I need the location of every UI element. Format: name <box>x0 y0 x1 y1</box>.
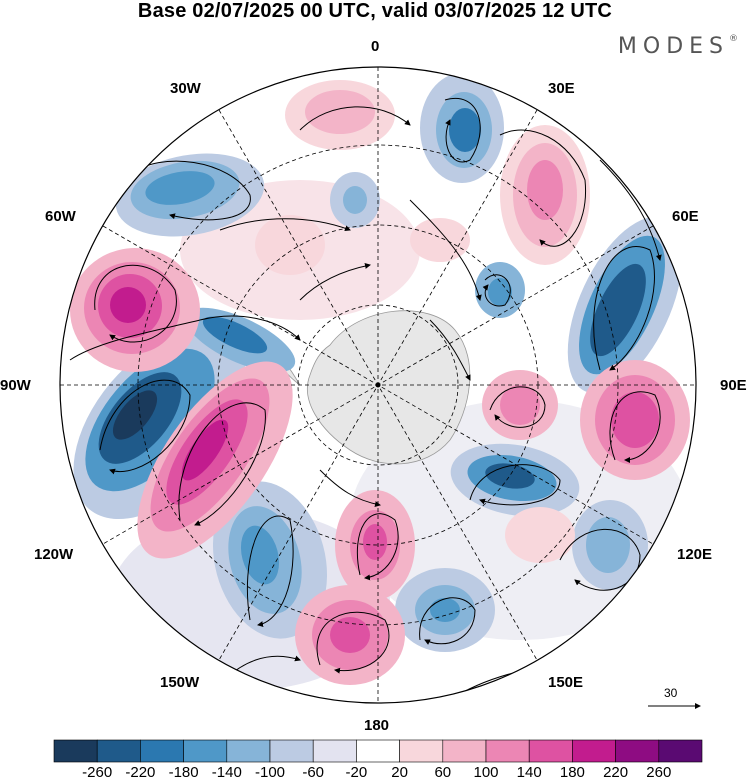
colorbar-swatch <box>183 739 228 763</box>
colorbar-swatch <box>226 739 271 763</box>
colorbar-tick-label: 60 <box>434 764 452 781</box>
colorbar-swatch <box>140 739 184 763</box>
colorbar-swatch <box>572 739 616 763</box>
colorbar-tick-label: -140 <box>211 764 242 781</box>
colorbar-swatch <box>442 739 487 763</box>
wind-streamlines <box>69 97 662 701</box>
anomaly-field <box>60 67 696 703</box>
colorbar-tick-label: 180 <box>559 764 585 781</box>
lon-label-180: 180 <box>364 717 390 734</box>
lon-label-90e: 90E <box>720 377 747 394</box>
colorbar-swatch <box>269 739 314 763</box>
colorbar-tick-label: 100 <box>473 764 499 781</box>
colorbar <box>53 739 703 763</box>
colorbar-tick-label: 20 <box>391 764 408 781</box>
map-title: Base 02/07/2025 00 UTC, valid 03/07/2025… <box>137 0 613 22</box>
colorbar-swatch <box>528 739 573 763</box>
lon-label-90w: 90W <box>0 377 31 394</box>
vector-reference-value: 30 <box>664 686 678 700</box>
colorbar-swatch <box>615 739 660 763</box>
colorbar-tick-label: -220 <box>125 764 156 781</box>
lon-label-120w: 120W <box>34 546 74 563</box>
colorbar-tick-label: 140 <box>516 764 542 781</box>
lon-label-30w: 30W <box>170 80 201 97</box>
colorbar-tick-label: 260 <box>646 764 672 781</box>
lon-label-150w: 150W <box>160 674 200 691</box>
lon-label-0: 0 <box>371 38 380 55</box>
south-pole-marker <box>375 382 381 388</box>
colorbar-swatch <box>658 739 703 763</box>
lon-label-120e: 120E <box>677 546 713 563</box>
colorbar-swatch <box>53 739 98 763</box>
colorbar-tick-label: -100 <box>254 764 286 781</box>
colorbar-tick-label: 220 <box>603 764 629 781</box>
colorbar-tick-label: -260 <box>82 764 113 781</box>
brand-logo: MODES® <box>617 33 738 59</box>
lon-label-150e: 150E <box>548 674 584 691</box>
lon-label-30e: 30E <box>548 80 575 97</box>
positive-anomaly-cells <box>70 80 690 685</box>
colorbar-swatch <box>399 739 444 763</box>
colorbar-tick-label: -60 <box>302 764 325 781</box>
colorbar-swatch <box>485 739 530 763</box>
colorbar-swatch <box>96 739 141 763</box>
lon-label-60w: 60W <box>45 208 76 225</box>
lon-label-60e: 60E <box>672 208 699 225</box>
colorbar-swatch <box>356 739 400 763</box>
colorbar-tick-label: -20 <box>345 764 368 781</box>
colorbar-tick-label: -180 <box>168 764 199 781</box>
map-boundary <box>59 66 697 704</box>
colorbar-swatch <box>312 739 357 763</box>
